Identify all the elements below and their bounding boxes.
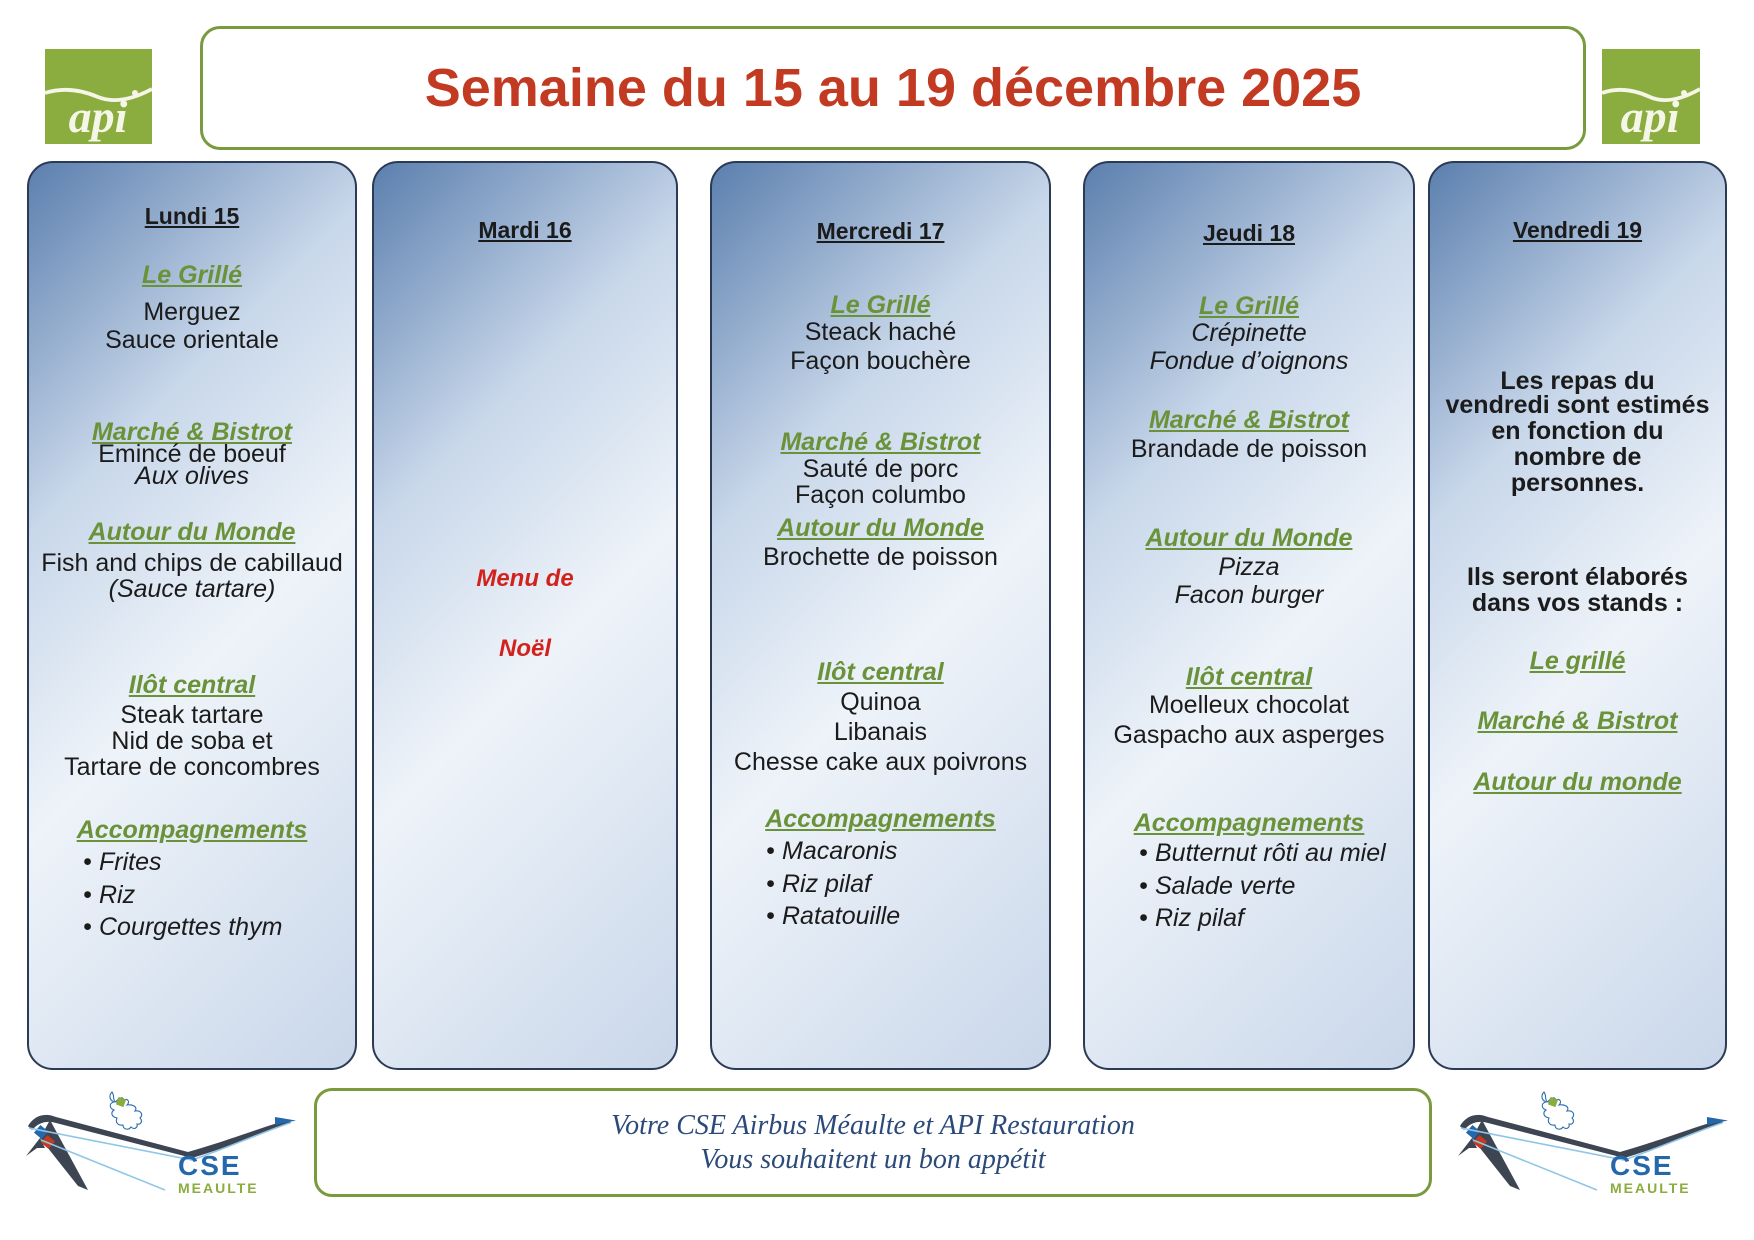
svg-text:MEAULTE: MEAULTE	[178, 1180, 259, 1196]
svg-text:CSE: CSE	[1610, 1150, 1674, 1181]
svg-text:CSE: CSE	[178, 1150, 242, 1181]
svg-text:api: api	[1621, 91, 1680, 142]
svg-text:MEAULTE: MEAULTE	[1610, 1180, 1691, 1196]
svg-text:api: api	[69, 91, 128, 142]
